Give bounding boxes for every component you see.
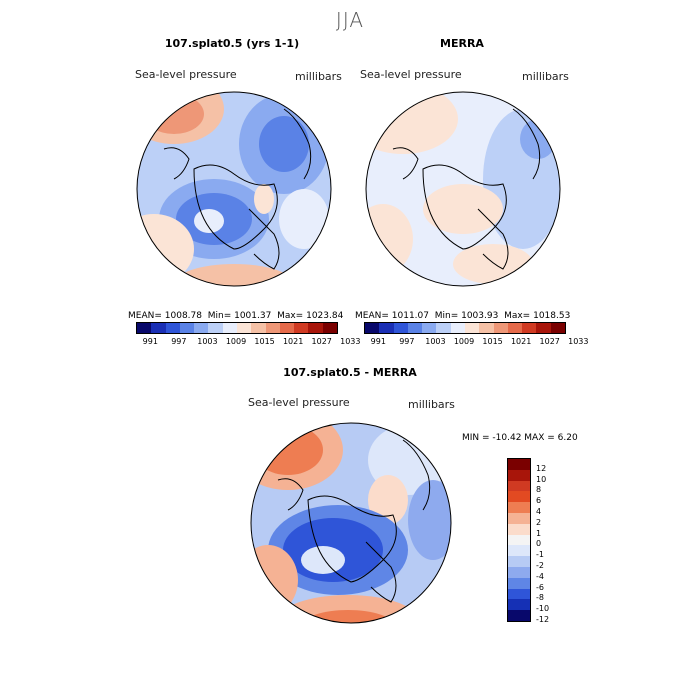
diff-colorbar-swatch bbox=[508, 545, 530, 557]
colorbar-swatch bbox=[522, 323, 537, 333]
diff-colorbar-tick-label: -8 bbox=[536, 593, 544, 603]
colorbar-swatch bbox=[165, 323, 180, 333]
diff-units-label: millibars bbox=[408, 398, 455, 411]
diff-colorbar-tick-label: -6 bbox=[536, 582, 544, 592]
colorbar-swatch bbox=[137, 323, 152, 333]
colorbar-tick-label: 991 bbox=[370, 337, 386, 346]
colorbar-swatch bbox=[365, 323, 380, 333]
colorbar-swatch bbox=[407, 323, 423, 333]
colorbar-swatch bbox=[179, 323, 195, 333]
colorbar-tick-label: 1015 bbox=[482, 337, 503, 346]
panel1-polar-map bbox=[136, 91, 332, 287]
colorbar-swatch bbox=[536, 323, 551, 333]
diff-colorbar-swatch bbox=[508, 534, 530, 546]
colorbar-tick-label: 1021 bbox=[282, 337, 304, 346]
colorbar-tick-label: 1003 bbox=[425, 337, 446, 346]
panel1-title: 107.splat0.5 (yrs 1-1) bbox=[164, 37, 300, 50]
diff-colorbar-swatch bbox=[508, 480, 530, 492]
diff-colorbar-tick-label: 8 bbox=[536, 485, 542, 495]
diff-colorbar-tick-label: 1 bbox=[536, 528, 542, 538]
colorbar-swatch bbox=[236, 323, 252, 333]
colorbar-swatch bbox=[294, 323, 309, 333]
colorbar-swatch bbox=[507, 323, 523, 333]
diff-colorbar bbox=[507, 458, 531, 622]
colorbar-swatch bbox=[493, 323, 508, 333]
diff-panel-title: 107.splat0.5 - MERRA bbox=[283, 366, 417, 379]
diff-colorbar-swatch bbox=[508, 502, 530, 513]
colorbar-tick-label: 997 bbox=[171, 337, 187, 346]
colorbar-swatch bbox=[479, 323, 494, 333]
colorbar-swatch bbox=[379, 323, 394, 333]
colorbar-swatch bbox=[251, 323, 266, 333]
diff-minmax-label: MIN = -10.42 MAX = 6.20 bbox=[462, 433, 578, 443]
diff-colorbar-tick-label: 4 bbox=[536, 507, 542, 516]
diff-colorbar-swatch bbox=[508, 459, 530, 470]
season-title: JJA bbox=[335, 8, 365, 32]
colorbar-swatch bbox=[550, 323, 565, 333]
colorbar-swatch bbox=[322, 323, 337, 333]
colorbar-tick-label: 1021 bbox=[510, 337, 532, 346]
colorbar-tick-label: 991 bbox=[142, 337, 158, 346]
diff-colorbar-tick-label: 2 bbox=[536, 517, 542, 527]
colorbar-swatch bbox=[308, 323, 323, 333]
diff-colorbar-tick-label: -4 bbox=[536, 571, 544, 581]
colorbar-swatch bbox=[464, 323, 480, 333]
colorbar-swatch bbox=[151, 323, 166, 333]
colorbar-tick-label: 997 bbox=[399, 337, 415, 346]
panel2-colorbar bbox=[364, 322, 566, 334]
colorbar-swatch bbox=[393, 323, 408, 333]
diff-colorbar-tick-label: 12 bbox=[536, 463, 547, 473]
colorbar-tick-label: 1027 bbox=[311, 337, 332, 346]
diff-polar-map bbox=[250, 422, 452, 624]
diff-colorbar-swatch bbox=[508, 588, 530, 600]
colorbar-swatch bbox=[279, 323, 295, 333]
colorbar-swatch bbox=[194, 323, 209, 333]
diff-colorbar-tick-label: -12 bbox=[536, 615, 550, 624]
diff-colorbar-swatch bbox=[508, 512, 530, 524]
panel1-colorbar-ticks: 991 997 1003 1009 1015 1021 1027 1033 bbox=[136, 337, 361, 349]
colorbar-swatch bbox=[222, 323, 237, 333]
diff-colorbar-swatch bbox=[508, 523, 530, 535]
panel2-polar-map bbox=[365, 91, 561, 287]
diff-colorbar-swatch bbox=[508, 469, 530, 481]
diff-colorbar-tick-label: 0 bbox=[536, 539, 542, 549]
panel2-variable-label: Sea-level pressure bbox=[360, 68, 462, 81]
colorbar-swatch bbox=[450, 323, 465, 333]
diff-colorbar-tick-label: 10 bbox=[536, 474, 547, 484]
panel1-colorbar bbox=[136, 322, 338, 334]
colorbar-tick-label: 1003 bbox=[197, 337, 218, 346]
panel1-stats: MEAN= 1008.78 Min= 1001.37 Max= 1023.84 bbox=[128, 311, 344, 321]
diff-colorbar-swatch bbox=[508, 491, 530, 503]
diff-colorbar-ticks: 12 10 8 6 4 2 1 0 -1 -2 -4 -6 -8 -10 -12 bbox=[536, 458, 566, 624]
colorbar-swatch bbox=[422, 323, 437, 333]
diff-colorbar-swatch bbox=[508, 556, 530, 567]
diff-colorbar-swatch bbox=[508, 577, 530, 589]
diff-colorbar-tick-label: -10 bbox=[536, 604, 550, 614]
colorbar-tick-label: 1009 bbox=[453, 337, 475, 346]
panel1-units-label: millibars bbox=[295, 70, 342, 83]
panel2-colorbar-ticks: 991 997 1003 1009 1015 1021 1027 1033 bbox=[364, 337, 589, 349]
panel2-title: MERRA bbox=[440, 37, 484, 50]
colorbar-swatch bbox=[436, 323, 451, 333]
diff-colorbar-swatch bbox=[508, 566, 530, 578]
panel2-stats: MEAN= 1011.07 Min= 1003.93 Max= 1018.53 bbox=[355, 311, 571, 321]
diff-colorbar-swatch bbox=[508, 599, 530, 611]
diff-colorbar-swatch bbox=[508, 610, 530, 621]
diff-colorbar-tick-label: -2 bbox=[536, 561, 544, 570]
colorbar-swatch bbox=[208, 323, 223, 333]
diff-variable-label: Sea-level pressure bbox=[248, 396, 350, 409]
panel1-variable-label: Sea-level pressure bbox=[135, 68, 237, 81]
colorbar-tick-label: 1027 bbox=[539, 337, 560, 346]
colorbar-swatch bbox=[265, 323, 280, 333]
diff-colorbar-tick-label: 6 bbox=[536, 496, 542, 506]
colorbar-tick-label: 1033 bbox=[568, 337, 589, 346]
diff-colorbar-tick-label: -1 bbox=[536, 550, 544, 560]
colorbar-tick-label: 1009 bbox=[225, 337, 247, 346]
colorbar-tick-label: 1033 bbox=[340, 337, 361, 346]
panel2-units-label: millibars bbox=[522, 70, 569, 83]
colorbar-tick-label: 1015 bbox=[254, 337, 275, 346]
